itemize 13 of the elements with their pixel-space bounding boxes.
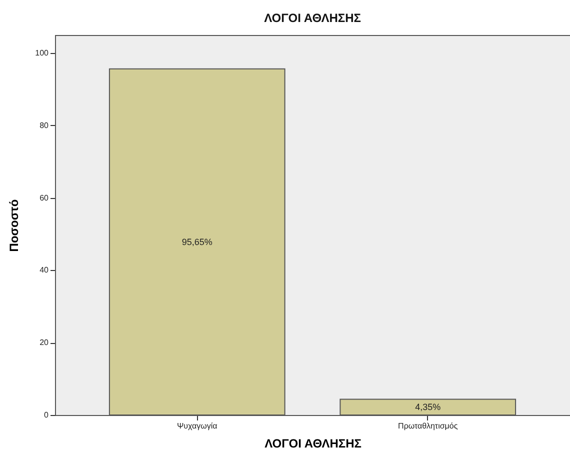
x-tick-label: Πρωταθλητισμός xyxy=(398,422,458,430)
y-tick-label: 20 xyxy=(40,338,50,348)
y-tick-label: 0 xyxy=(44,410,50,420)
x-axis-title: ΛΟΓΟΙ ΑΘΛΗΣΗΣ xyxy=(264,436,362,450)
data-label: 4,35% xyxy=(415,402,441,412)
data-label: 95,65% xyxy=(182,236,212,247)
y-axis-title: Ποσοστό xyxy=(7,199,22,252)
y-tick-label: 80 xyxy=(40,120,50,130)
x-tick-label: Ψυχαγωγία xyxy=(176,422,218,430)
y-tick-label: 60 xyxy=(40,193,50,202)
chart-title: ΛΟΓΟΙ ΑΘΛΗΣΗΣ xyxy=(264,11,361,25)
y-tick-label: 40 xyxy=(40,266,50,275)
y-tick-label: 100 xyxy=(35,48,50,58)
